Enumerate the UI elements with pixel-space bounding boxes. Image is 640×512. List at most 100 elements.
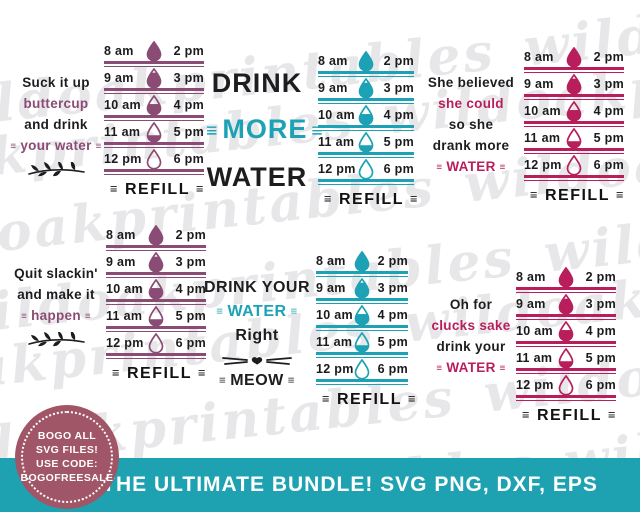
dash-accent-icon: ≡ xyxy=(195,181,205,196)
quote-line: WATER xyxy=(202,154,312,200)
time-label-right: 6 pm xyxy=(585,377,616,392)
time-label-right: 5 pm xyxy=(175,308,206,323)
time-label-right: 3 pm xyxy=(383,80,414,95)
water-drop-icon xyxy=(566,100,582,121)
dash-accent-icon: ≡ xyxy=(324,191,333,206)
quote-line: ≡ WATER ≡ xyxy=(200,300,314,324)
quote-line: ≡ WATER ≡ xyxy=(420,357,522,379)
tracker-divider-line xyxy=(106,245,206,251)
water-drop-icon xyxy=(566,154,582,175)
water-drop-icon xyxy=(558,266,574,287)
dash-accent-icon: ≡ xyxy=(436,363,443,374)
time-label-left: 11 am xyxy=(104,124,141,139)
quote-line: buttercup xyxy=(4,93,108,114)
water-drop-icon xyxy=(558,374,574,395)
time-label-right: 2 pm xyxy=(593,49,624,64)
promo-banner-text: THE ULTIMATE BUNDLE! SVG PNG, DXF, EPS xyxy=(102,473,598,496)
time-label-left: 12 pm xyxy=(524,157,562,172)
water-drop-icon xyxy=(354,277,370,298)
tracker-row: 10 am 4 pm xyxy=(318,104,414,125)
water-drop-icon xyxy=(148,224,164,245)
branch-icon xyxy=(28,161,85,177)
badge-text: BOGO ALL SVG FILES! USE CODE: BOGOFREESALE xyxy=(21,429,114,485)
quote-line: drink your xyxy=(420,336,522,357)
dash-accent-icon: ≡ xyxy=(218,375,227,387)
water-drop-icon xyxy=(148,251,164,272)
time-label-left: 10 am xyxy=(104,97,141,112)
time-label-left: 8 am xyxy=(106,227,136,242)
refill-text: REFILL xyxy=(126,365,192,382)
dash-accent-icon: ≡ xyxy=(290,306,298,318)
water-tracker-drink-more-water: 8 am 2 pm 9 am 3 pm 10 am 4 pm 11 am 5 pm 12 pm 6… xyxy=(318,50,417,209)
badge-line: USE CODE: xyxy=(36,458,98,470)
water-drop-icon xyxy=(566,73,582,94)
time-label-left: 8 am xyxy=(104,43,134,58)
quote-line: Oh for xyxy=(420,294,522,315)
time-label-left: 11 am xyxy=(106,308,143,323)
refill-label: ≡ REFILL ≡ xyxy=(316,391,415,409)
refill-label: ≡ REFILL ≡ xyxy=(524,187,624,205)
refill-label: ≡ REFILL ≡ xyxy=(106,365,206,383)
tracker-divider-line xyxy=(524,121,624,127)
quote-line-text: happen xyxy=(31,308,81,323)
quote-line-text: WATER xyxy=(446,159,496,174)
quote-line: DRINK YOUR xyxy=(200,276,314,300)
time-label-right: 3 pm xyxy=(377,280,408,295)
quote-line: ≡ your water ≡ xyxy=(4,135,108,157)
dash-accent-icon: ≡ xyxy=(530,187,539,202)
refill-text: REFILL xyxy=(536,407,602,424)
quote-line: ≡ MEOW ≡ xyxy=(200,369,314,393)
time-label-right: 6 pm xyxy=(175,335,206,350)
tracker-row: 11 am 5 pm xyxy=(318,131,414,152)
time-label-right: 4 pm xyxy=(593,103,624,118)
tracker-divider-line xyxy=(524,67,624,73)
quote-line-text: buttercup xyxy=(23,96,89,111)
cat-whiskers-icon xyxy=(222,357,292,365)
time-label-right: 4 pm xyxy=(585,323,616,338)
water-tracker-quit-slackin: 8 am 2 pm 9 am 3 pm 10 am 4 pm 11 am 5 pm 12 pm 6… xyxy=(106,224,206,383)
refill-label: ≡ REFILL ≡ xyxy=(516,407,616,425)
quote-line-text: WATER xyxy=(206,162,308,192)
quote-line: she could xyxy=(420,93,522,114)
quote-line: drank more xyxy=(420,135,522,156)
quote-line-text: MEOW xyxy=(230,372,284,389)
time-label-left: 9 am xyxy=(106,254,136,269)
tracker-divider-line xyxy=(516,341,616,347)
tracker-divider-line xyxy=(318,125,414,131)
time-label-left: 10 am xyxy=(106,281,143,296)
time-label-right: 4 pm xyxy=(383,107,414,122)
quote-line-text: MORE xyxy=(222,114,308,144)
dash-accent-icon: ≡ xyxy=(197,365,207,380)
water-drop-icon xyxy=(566,127,582,148)
time-label-right: 3 pm xyxy=(585,296,616,311)
quote-line-text: she could xyxy=(438,96,504,111)
tracker-row: 12 pm 6 pm xyxy=(318,158,414,179)
quote-line: DRINK xyxy=(202,60,312,106)
time-label-right: 4 pm xyxy=(175,281,206,296)
time-label-left: 11 am xyxy=(516,350,553,365)
time-label-left: 9 am xyxy=(524,76,554,91)
dash-accent-icon: ≡ xyxy=(95,141,102,152)
water-drop-icon xyxy=(358,77,374,98)
time-label-left: 9 am xyxy=(318,80,348,95)
time-label-right: 6 pm xyxy=(593,157,624,172)
time-label-left: 12 pm xyxy=(318,161,356,176)
time-label-left: 8 am xyxy=(318,53,348,68)
quote-line: clucks sake xyxy=(420,315,522,336)
tracker-row: 11 am 5 pm xyxy=(316,331,408,352)
quote-line: ≡ happen ≡ xyxy=(4,305,108,327)
dash-accent-icon: ≡ xyxy=(409,191,419,206)
tracker-divider-line xyxy=(516,395,616,401)
water-drop-icon xyxy=(148,278,164,299)
tracker-divider-line xyxy=(106,299,206,305)
time-label-left: 8 am xyxy=(316,253,346,268)
time-label-right: 6 pm xyxy=(377,361,408,376)
time-label-right: 5 pm xyxy=(377,334,408,349)
water-drop-icon xyxy=(148,305,164,326)
dash-accent-icon: ≡ xyxy=(21,311,28,322)
water-tracker-clucks-sake: 8 am 2 pm 9 am 3 pm 10 am 4 pm 11 am 5 pm 12 pm 6… xyxy=(516,266,616,425)
tracker-divider-line xyxy=(104,88,204,94)
tracker-row: 8 am 2 pm xyxy=(516,266,616,287)
time-label-right: 4 pm xyxy=(377,307,408,322)
dash-accent-icon: ≡ xyxy=(607,407,617,422)
